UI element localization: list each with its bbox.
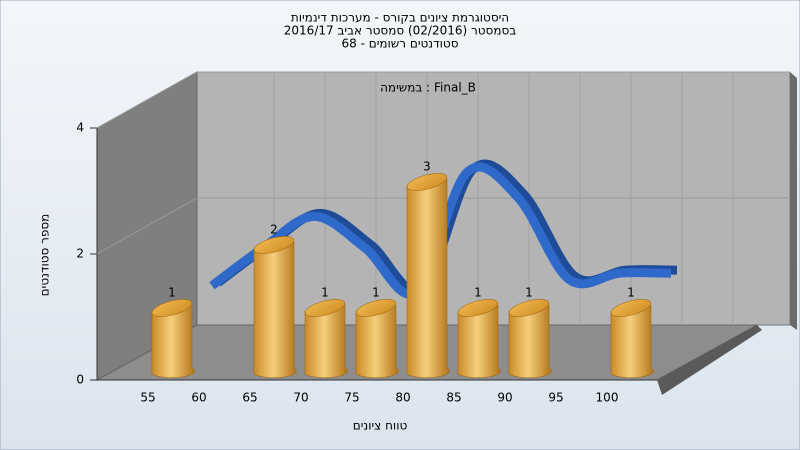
chart-title: היסטוגרמת ציונים בקורס - מערכות דינמיות <box>291 11 509 25</box>
bar <box>151 299 195 378</box>
bar <box>406 173 450 378</box>
bar-body <box>457 305 501 378</box>
bar-body <box>355 305 399 378</box>
bar-top <box>253 236 295 254</box>
x-axis-label: טווח ציונים <box>353 419 408 433</box>
floor-edge <box>657 325 762 395</box>
y-tick-label: 2 <box>76 247 84 261</box>
bar-body <box>151 305 195 378</box>
x-tick-label: 65 <box>242 391 257 405</box>
x-tick-label: 100 <box>596 391 619 405</box>
bar <box>304 299 348 378</box>
value-label: 1 <box>627 286 635 300</box>
titles: היסטוגרמת ציונים בקורס - מערכות דינמיותב… <box>284 11 516 51</box>
x-tick-label: 55 <box>140 391 155 405</box>
value-label: 1 <box>168 286 176 300</box>
wall-edge <box>790 72 797 330</box>
bar-top <box>457 299 499 317</box>
value-label: 3 <box>423 160 431 174</box>
bar <box>508 299 552 378</box>
x-tick-label: 95 <box>548 391 563 405</box>
chart-title: סטודנטים רשומים - 68 <box>341 37 458 51</box>
y-tick-label: 0 <box>76 373 84 387</box>
x-tick-label: 75 <box>344 391 359 405</box>
bar-body <box>406 179 450 378</box>
value-label: 1 <box>321 286 329 300</box>
x-tick-label: 85 <box>446 391 461 405</box>
bar-top <box>355 299 397 317</box>
bar <box>457 299 501 378</box>
x-tick-label: 80 <box>395 391 410 405</box>
bar-top <box>151 299 193 317</box>
bar-body <box>508 305 552 378</box>
bar-body <box>253 242 297 378</box>
bar-body <box>610 305 654 378</box>
y-axis-label: מספר סטודנטים <box>38 214 52 297</box>
x-tick-label: 60 <box>191 391 206 405</box>
bar-top <box>508 299 550 317</box>
bar <box>610 299 654 378</box>
grid-line <box>96 197 790 255</box>
grid-line <box>96 71 790 129</box>
bar-top <box>610 299 652 317</box>
chart-title: בסמסטר (02/2016) סמסטר אביב 2016/17 <box>284 24 516 38</box>
x-tick-label: 70 <box>293 391 308 405</box>
x-tick-label: 90 <box>497 391 512 405</box>
value-label: 1 <box>474 286 482 300</box>
bar-body <box>304 305 348 378</box>
value-label: 1 <box>372 286 380 300</box>
bar-top <box>304 299 346 317</box>
bar <box>253 236 297 378</box>
bar <box>355 299 399 378</box>
bar-top <box>406 173 448 191</box>
value-label: 2 <box>270 223 278 237</box>
value-label: 1 <box>525 286 533 300</box>
subtitle: במשימה : Final_B <box>380 81 476 95</box>
y-tick-label: 4 <box>76 121 84 135</box>
